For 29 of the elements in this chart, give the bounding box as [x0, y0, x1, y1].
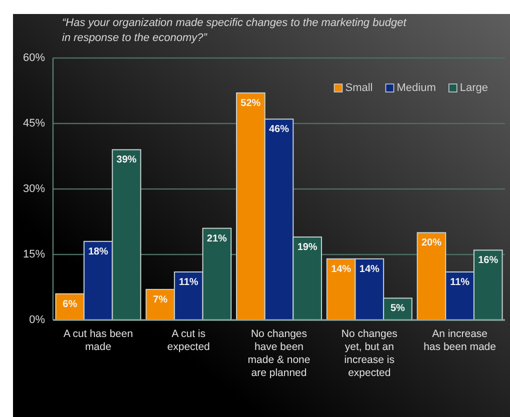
y-tick-label: 0% [29, 314, 46, 326]
x-tick-label: A cut is expected [167, 328, 210, 353]
data-label: 19% [297, 242, 318, 254]
chart-title: “Has your organization made specific changes to the marketing budget in response to the economy?” [62, 17, 408, 44]
legend-label: Small [345, 82, 373, 94]
data-label: 39% [116, 154, 137, 166]
data-label: 21% [206, 233, 228, 244]
data-label: 52% [240, 98, 261, 109]
data-label: 20% [421, 238, 442, 249]
x-tick-label: No changes have been made & none are planned [248, 328, 310, 379]
x-tick-label: No changes yet, but an increase is expected [341, 328, 398, 379]
legend-label: Medium [396, 82, 436, 94]
data-label: 14% [331, 264, 352, 275]
legend-label: Large [460, 82, 488, 94]
x-tick-label: A cut has been made [63, 328, 134, 353]
data-label: 5% [390, 303, 406, 314]
y-tick-label: 45% [22, 118, 46, 130]
y-tick-label: 60% [22, 52, 46, 64]
data-label: 14% [359, 264, 380, 275]
y-tick-label: 15% [22, 248, 46, 260]
y-tick-label: 30% [22, 183, 46, 195]
data-label: 16% [478, 255, 498, 266]
data-label: 7% [153, 294, 168, 306]
data-label: 11% [450, 276, 470, 288]
data-label: 6% [62, 298, 78, 310]
data-label: 11% [178, 276, 198, 288]
x-tick-label: An increase has been made [424, 328, 496, 353]
data-label: 18% [88, 246, 108, 258]
data-label: 46% [268, 124, 290, 136]
